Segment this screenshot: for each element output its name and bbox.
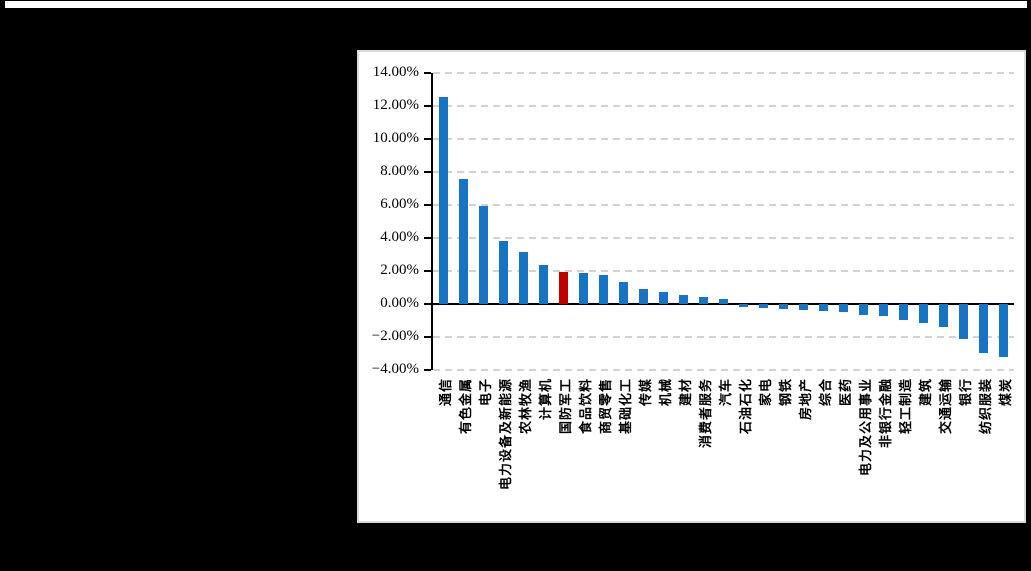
bar-房地产 (798, 304, 808, 310)
x-axis-label: 煤炭 (998, 378, 1013, 407)
bar-机械 (658, 291, 668, 304)
gridline (433, 138, 1014, 140)
bar-医药 (838, 304, 848, 313)
y-axis-tick-label: 4.00% (380, 229, 419, 245)
gridline (433, 72, 1014, 74)
x-axis-label: 电子 (478, 378, 493, 407)
y-axis-tick (424, 171, 431, 173)
gridline (433, 237, 1014, 239)
y-axis-tick-label: −2.00% (371, 328, 419, 344)
bar-轻工制造 (898, 304, 908, 320)
y-axis-tick (424, 369, 431, 371)
gridline (433, 105, 1014, 107)
x-axis-label: 综合 (818, 378, 833, 407)
x-axis-label: 纺织服装 (978, 378, 993, 435)
x-axis-label: 消费者服务 (698, 378, 713, 449)
y-axis-tick-label: −4.00% (371, 361, 419, 377)
gridline (433, 270, 1014, 272)
x-axis-label: 计算机 (538, 378, 553, 421)
x-axis-label: 交通运输 (938, 378, 953, 435)
gridline (433, 369, 1014, 371)
x-axis-label: 建筑 (918, 378, 933, 407)
y-axis-tick-label: 6.00% (380, 196, 419, 212)
gridline (433, 171, 1014, 173)
bar-石油石化 (738, 304, 748, 308)
y-axis-tick-label: 14.00% (372, 64, 419, 80)
y-axis-tick (424, 138, 431, 140)
bar-传媒 (638, 289, 648, 304)
x-axis-label: 基础化工 (618, 378, 633, 435)
bar-家电 (758, 304, 768, 309)
x-axis-label: 通信 (438, 378, 453, 407)
x-axis-label: 国防军工 (558, 378, 573, 435)
plot-area: 14.00% 12.00% 10.00% 8.00% 6.00% 4.00% 2.00% 0.… (359, 52, 1024, 521)
y-axis-tick (424, 303, 431, 305)
y-axis-tick (424, 204, 431, 206)
x-axis-label: 房地产 (798, 378, 813, 421)
bar-有色金属 (458, 178, 468, 304)
bar-商贸零售 (598, 275, 608, 304)
bar-食品饮料 (578, 273, 588, 304)
x-axis-label: 传媒 (638, 378, 653, 407)
y-axis-line (431, 73, 433, 370)
bar-建材 (678, 294, 688, 304)
y-axis-tick-label: 8.00% (380, 163, 419, 179)
x-axis-label: 汽车 (718, 378, 733, 407)
x-axis-label: 银行 (958, 378, 973, 407)
bar-银行 (958, 304, 968, 340)
y-axis-tick (424, 72, 431, 74)
bar-纺织服装 (978, 304, 988, 353)
bar-电子 (478, 205, 488, 304)
y-axis-tick (424, 270, 431, 272)
bar-电力及公用事业 (858, 304, 868, 315)
bar-非银行金融 (878, 304, 888, 316)
x-axis-label: 医药 (838, 378, 853, 407)
top-divider-line (5, 1, 1027, 8)
x-axis-label: 家电 (758, 378, 773, 407)
bar-基础化工 (618, 281, 628, 304)
x-axis-label: 石油石化 (738, 378, 753, 435)
y-axis-tick (424, 237, 431, 239)
bar-交通运输 (938, 304, 948, 328)
bar-消费者服务 (698, 297, 708, 304)
x-axis-label: 建材 (678, 378, 693, 407)
y-axis-tick-label: 2.00% (380, 262, 419, 278)
bar-钢铁 (778, 304, 788, 309)
x-axis-label: 电力设备及新能源 (498, 378, 513, 491)
bar-计算机 (538, 265, 548, 304)
x-axis-label: 农林牧渔 (518, 378, 533, 435)
x-axis-label: 电力及公用事业 (858, 378, 873, 477)
gridline (433, 336, 1014, 338)
x-axis-label: 钢铁 (778, 378, 793, 407)
bar-农林牧渔 (518, 252, 528, 304)
y-axis-tick-label: 0.00% (380, 295, 419, 311)
y-axis-tick (424, 105, 431, 107)
zero-baseline (433, 303, 1014, 305)
x-axis-label: 非银行金融 (878, 378, 893, 449)
x-axis-label: 食品饮料 (578, 378, 593, 435)
y-axis-tick-label: 12.00% (372, 97, 419, 113)
x-axis-label: 轻工制造 (898, 378, 913, 435)
x-axis-label: 商贸零售 (598, 378, 613, 435)
bar-国防军工 (558, 271, 568, 304)
x-axis-label: 有色金属 (458, 378, 473, 435)
bar-通信 (438, 96, 448, 304)
bar-汽车 (718, 299, 728, 304)
y-axis-tick (424, 336, 431, 338)
bar-电力设备及新能源 (498, 241, 508, 304)
bar-综合 (818, 304, 828, 311)
bar-建筑 (918, 304, 928, 323)
x-axis-label: 机械 (658, 378, 673, 407)
gridline (433, 204, 1014, 206)
y-axis-tick-label: 10.00% (372, 130, 419, 146)
bar-煤炭 (998, 304, 1008, 357)
chart-panel: 14.00% 12.00% 10.00% 8.00% 6.00% 4.00% 2.00% 0.… (357, 50, 1026, 523)
